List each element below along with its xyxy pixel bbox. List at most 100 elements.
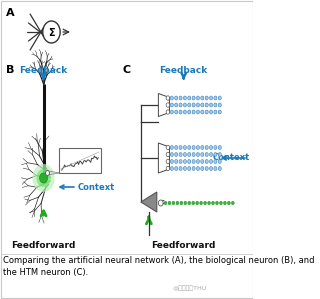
Circle shape	[188, 103, 191, 107]
Text: A: A	[6, 8, 15, 18]
Circle shape	[192, 167, 195, 170]
Circle shape	[175, 167, 178, 170]
Polygon shape	[158, 94, 170, 117]
Circle shape	[201, 103, 204, 107]
Circle shape	[201, 110, 204, 114]
Circle shape	[201, 96, 204, 100]
FancyBboxPatch shape	[1, 1, 252, 298]
Circle shape	[175, 146, 178, 150]
Circle shape	[175, 110, 178, 114]
Circle shape	[179, 152, 182, 156]
Circle shape	[196, 146, 200, 150]
Circle shape	[218, 167, 221, 170]
Circle shape	[204, 201, 206, 205]
Circle shape	[201, 152, 204, 156]
Circle shape	[223, 201, 226, 205]
Circle shape	[192, 159, 195, 164]
Polygon shape	[141, 192, 157, 212]
Circle shape	[205, 146, 208, 150]
Text: @深度学习THU: @深度学习THU	[172, 285, 207, 291]
Circle shape	[210, 110, 212, 114]
Circle shape	[179, 167, 182, 170]
Circle shape	[196, 159, 200, 164]
Text: Feedforward: Feedforward	[152, 241, 216, 250]
Circle shape	[170, 159, 173, 164]
Circle shape	[184, 201, 187, 205]
Circle shape	[170, 110, 173, 114]
Circle shape	[218, 110, 221, 114]
Circle shape	[210, 96, 212, 100]
Circle shape	[205, 159, 208, 164]
Circle shape	[170, 167, 173, 170]
Circle shape	[214, 159, 217, 164]
Circle shape	[170, 146, 173, 150]
Circle shape	[170, 103, 173, 107]
Circle shape	[196, 201, 199, 205]
Circle shape	[196, 96, 200, 100]
Circle shape	[166, 159, 170, 164]
Circle shape	[188, 110, 191, 114]
Circle shape	[192, 96, 195, 100]
Circle shape	[214, 152, 217, 156]
Circle shape	[212, 201, 214, 205]
Circle shape	[192, 110, 195, 114]
Circle shape	[201, 167, 204, 170]
Circle shape	[210, 152, 212, 156]
Circle shape	[218, 159, 221, 164]
Circle shape	[179, 103, 182, 107]
Circle shape	[183, 159, 187, 164]
Circle shape	[170, 152, 173, 156]
Circle shape	[179, 96, 182, 100]
Circle shape	[179, 146, 182, 150]
Circle shape	[192, 152, 195, 156]
Circle shape	[32, 164, 55, 192]
Circle shape	[36, 169, 51, 187]
Circle shape	[205, 152, 208, 156]
Text: Feedforward: Feedforward	[12, 241, 76, 250]
Circle shape	[196, 152, 200, 156]
Circle shape	[188, 96, 191, 100]
Circle shape	[179, 159, 182, 164]
Circle shape	[168, 201, 171, 205]
Circle shape	[166, 166, 170, 171]
Circle shape	[43, 21, 60, 43]
Circle shape	[218, 103, 221, 107]
Circle shape	[214, 110, 217, 114]
Circle shape	[208, 201, 211, 205]
Circle shape	[180, 201, 183, 205]
Circle shape	[210, 167, 212, 170]
Circle shape	[231, 201, 234, 205]
Circle shape	[218, 146, 221, 150]
Circle shape	[196, 103, 200, 107]
Text: B: B	[6, 65, 15, 75]
Circle shape	[188, 201, 191, 205]
Text: Feedback: Feedback	[20, 66, 68, 75]
Circle shape	[196, 110, 200, 114]
Circle shape	[175, 103, 178, 107]
Text: Comparing the artificial neural network (A), the biological neuron (B), and
the : Comparing the artificial neural network …	[3, 256, 315, 277]
Circle shape	[172, 201, 175, 205]
Circle shape	[216, 201, 218, 205]
Text: Feedback: Feedback	[160, 66, 208, 75]
Circle shape	[166, 103, 170, 107]
Circle shape	[175, 159, 178, 164]
Circle shape	[205, 110, 208, 114]
Circle shape	[40, 173, 47, 183]
Circle shape	[205, 167, 208, 170]
Circle shape	[214, 103, 217, 107]
Circle shape	[192, 146, 195, 150]
Circle shape	[220, 201, 222, 205]
Circle shape	[179, 110, 182, 114]
Circle shape	[192, 201, 195, 205]
Circle shape	[164, 201, 167, 205]
Circle shape	[196, 167, 200, 170]
Circle shape	[214, 167, 217, 170]
Circle shape	[176, 201, 179, 205]
Circle shape	[170, 96, 173, 100]
Circle shape	[228, 201, 230, 205]
Circle shape	[166, 152, 170, 157]
Circle shape	[166, 96, 170, 100]
Circle shape	[183, 110, 187, 114]
Circle shape	[214, 146, 217, 150]
Circle shape	[192, 103, 195, 107]
